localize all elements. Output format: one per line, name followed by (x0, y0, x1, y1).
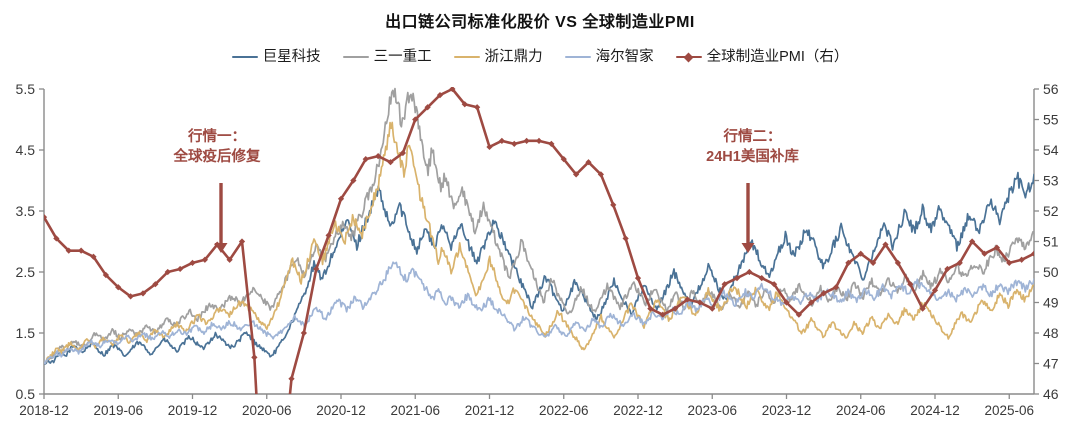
series-marker-pmi (1030, 250, 1034, 257)
right-axis-tick-label: 56 (1043, 81, 1059, 97)
series-marker-pmi (498, 137, 505, 144)
x-axis-tick-label: 2021-06 (390, 403, 440, 418)
series-marker-pmi (399, 149, 406, 157)
series-line-pmi (44, 87, 1034, 394)
legend-label: 全球制造业PMI（右） (706, 49, 849, 65)
legend-label: 海尔智家 (595, 49, 654, 65)
legend-label: 浙江鼎力 (484, 49, 543, 65)
annotation-market-phase-2: 行情二： 24H1美国补库 (660, 128, 845, 167)
right-axis-tick-label: 50 (1043, 264, 1059, 280)
x-axis-tick-label: 2023-12 (762, 403, 812, 418)
legend-swatch-icon (453, 52, 480, 63)
x-axis-tick-label: 2021-12 (465, 403, 515, 418)
left-axis-tick-label: 5.5 (16, 81, 36, 97)
right-axis-tick-label: 46 (1043, 386, 1059, 402)
annotation-2-arrow-icon (741, 183, 755, 253)
legend-item-4[interactable]: 海尔智家 (564, 49, 654, 65)
right-axis-tick-label: 49 (1043, 295, 1059, 311)
legend-swatch-icon (231, 52, 258, 63)
x-axis-tick-label: 2020-06 (242, 403, 292, 418)
series-marker-pmi (251, 354, 258, 361)
left-axis-tick-label: 2.5 (16, 264, 36, 280)
left-axis-tick-label: 4.5 (16, 142, 36, 158)
series-marker-pmi (78, 247, 85, 254)
right-axis-tick-label: 48 (1043, 325, 1059, 341)
annotation-1-line2: 全球疫后修复 (173, 148, 261, 165)
series-line-3 (44, 121, 1034, 365)
x-axis-tick-label: 2023-06 (687, 403, 737, 418)
annotation-2-line1: 行情二： (723, 129, 782, 145)
legend-swatch-icon (342, 52, 369, 63)
x-axis-tick-label: 2022-06 (539, 403, 589, 418)
right-axis-tick-label: 53 (1043, 173, 1059, 189)
right-axis-tick-label: 47 (1043, 356, 1059, 372)
series-marker-pmi (523, 137, 530, 144)
series-marker-pmi (1056, 257, 1062, 263)
series-marker-pmi (1018, 256, 1025, 263)
series-marker-pmi (474, 104, 481, 111)
series-marker-pmi (931, 287, 939, 294)
annotation-market-phase-1: 行情一： 全球疫后修复 (132, 128, 302, 167)
annotation-2-line2: 24H1美国补库 (706, 148, 799, 165)
legend-item-1[interactable]: 巨星科技 (231, 49, 321, 65)
right-axis-tick-label: 51 (1043, 234, 1059, 250)
legend-label: 三一重工 (373, 49, 432, 65)
right-axis-tick-label: 55 (1043, 112, 1059, 128)
x-axis-tick-label: 2019-06 (93, 403, 143, 418)
series-line-2 (44, 87, 1034, 365)
legend-item-3[interactable]: 浙江鼎力 (453, 49, 543, 65)
series-marker-pmi (350, 177, 357, 184)
annotation-1-line1: 行情一： (188, 129, 246, 145)
x-axis-tick-label: 2025-06 (984, 403, 1034, 418)
series-marker-pmi (238, 238, 246, 245)
left-axis-tick-label: 1.5 (16, 325, 36, 341)
chart-title: 出口链公司标准化股价 VS 全球制造业PMI (385, 14, 695, 31)
series-marker-pmi (325, 232, 332, 239)
right-axis-tick-label: 54 (1043, 142, 1059, 158)
series-marker-pmi (313, 265, 320, 273)
legend-item-2[interactable]: 三一重工 (342, 49, 432, 65)
x-axis-tick-label: 2024-12 (910, 403, 960, 418)
legend-label: 巨星科技 (262, 49, 321, 65)
series-marker-pmi (375, 152, 382, 160)
chart-legend: 巨星科技 三一重工 浙江鼎力 海尔智家 全球制造业PMI（右） (0, 50, 1080, 65)
x-axis-tick-label: 2024-06 (836, 403, 886, 418)
x-axis-tick-label: 2018-12 (19, 403, 69, 418)
annotation-1-arrow-icon (214, 183, 228, 253)
left-axis-tick-label: 3.5 (16, 203, 36, 219)
series-marker-pmi (1068, 260, 1074, 266)
legend-item-5[interactable]: 全球制造业PMI（右） (675, 49, 849, 65)
series-marker-pmi (300, 329, 307, 337)
series-marker-pmi (511, 140, 518, 148)
series-marker-pmi (535, 137, 543, 144)
right-axis-tick-label: 52 (1043, 203, 1059, 219)
legend-swatch-icon (675, 52, 702, 63)
series-marker-pmi (44, 213, 48, 221)
x-axis-tick-label: 2022-12 (613, 403, 663, 418)
x-axis-tick-label: 2019-12 (168, 403, 218, 418)
x-axis-tick-label: 2020-12 (316, 403, 366, 418)
series-marker-pmi (288, 375, 295, 382)
series-line-4 (44, 261, 1034, 365)
legend-swatch-icon (564, 52, 591, 63)
left-axis-tick-label: 0.5 (16, 386, 36, 402)
series-marker-pmi (90, 253, 97, 260)
series-marker-pmi (65, 247, 72, 254)
